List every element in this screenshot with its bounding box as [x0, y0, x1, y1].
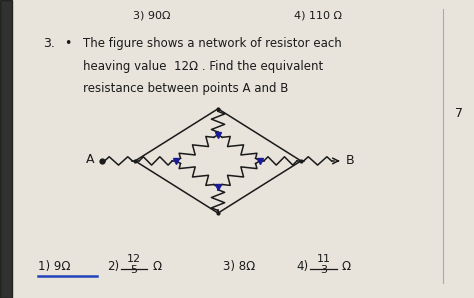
- Text: resistance between points A and B: resistance between points A and B: [83, 82, 288, 95]
- Text: B: B: [346, 154, 355, 167]
- Text: 2): 2): [107, 260, 119, 273]
- Text: •: •: [64, 37, 72, 50]
- Text: 4): 4): [296, 260, 309, 273]
- Text: heaving value  12Ω . Find the equivalent: heaving value 12Ω . Find the equivalent: [83, 60, 323, 73]
- Text: 12: 12: [127, 254, 141, 264]
- Text: 3) 8Ω: 3) 8Ω: [223, 260, 255, 273]
- Text: Ω: Ω: [152, 260, 161, 273]
- Text: 7: 7: [455, 107, 463, 120]
- Text: 3.: 3.: [43, 37, 55, 50]
- Bar: [0, 0, 12, 298]
- Text: Ω: Ω: [342, 260, 351, 273]
- Text: The figure shows a network of resistor each: The figure shows a network of resistor e…: [83, 37, 342, 50]
- Text: 4) 110 Ω: 4) 110 Ω: [294, 10, 342, 21]
- Text: 1) 9Ω: 1) 9Ω: [38, 260, 71, 273]
- Text: 5: 5: [131, 265, 137, 275]
- Text: 3: 3: [320, 265, 327, 275]
- Text: A: A: [86, 153, 95, 166]
- Text: 3) 90Ω: 3) 90Ω: [133, 10, 170, 21]
- Text: 11: 11: [317, 254, 331, 264]
